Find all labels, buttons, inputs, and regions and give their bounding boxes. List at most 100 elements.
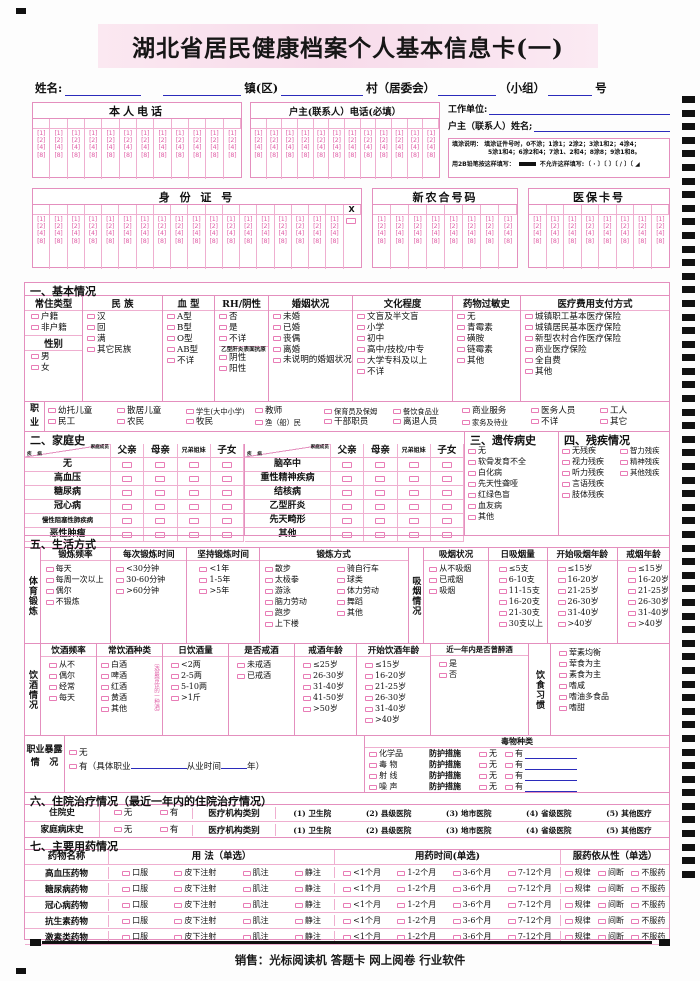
- org-option-(5) 其他医疗[interactable]: (5) 其他医疗: [606, 808, 652, 818]
- bubble[interactable]: [4]: [140, 230, 149, 238]
- bubble-column[interactable]: [1] [2] [4] [8]: [188, 215, 206, 269]
- option-不锻炼[interactable]: 不锻炼: [45, 596, 110, 607]
- bubble[interactable]: [8]: [603, 237, 612, 245]
- bubble[interactable]: [4]: [254, 144, 263, 152]
- bubble[interactable]: [1]: [395, 130, 404, 137]
- bubble[interactable]: [4]: [158, 144, 167, 152]
- bubble[interactable]: [8]: [71, 151, 80, 159]
- option-女[interactable]: 女: [31, 363, 82, 374]
- checkbox-icon[interactable]: [441, 503, 452, 510]
- option-否[interactable]: 否: [439, 669, 528, 680]
- medication-row[interactable]: 激素类药物 口服 皮下注射 肌注 静注 <1个月 1-2个月 3-6个月 7-12个月 规律 间断 不…: [25, 929, 669, 945]
- checkbox-icon[interactable]: [48, 407, 56, 413]
- option-非户籍[interactable]: 非户籍: [31, 323, 82, 334]
- option-磺胺[interactable]: 磺胺: [457, 334, 520, 345]
- genetic-option-其他[interactable]: 其他: [468, 511, 558, 522]
- medical-card-write-row[interactable]: [529, 205, 669, 215]
- bubble[interactable]: [1]: [467, 216, 476, 223]
- medication-row[interactable]: 抗生素药物 口服 皮下注射 肌注 静注 <1个月 1-2个月 3-6个月 7-12个月 规律 间断 不…: [25, 913, 669, 929]
- bubble-column[interactable]: [1] [2] [4] [8]: [408, 129, 424, 179]
- bubble[interactable]: [4]: [278, 230, 287, 238]
- bubble[interactable]: [2]: [261, 223, 270, 231]
- org-option-(2) 县级医院[interactable]: (2) 县级医院: [365, 825, 412, 835]
- family-checkbox-cell[interactable]: [364, 486, 398, 499]
- option-无[interactable]: 无: [113, 808, 132, 819]
- checkbox-icon[interactable]: [342, 531, 353, 538]
- bubble[interactable]: [8]: [550, 237, 559, 245]
- checkbox-icon[interactable]: [531, 418, 539, 424]
- column-options[interactable]: <2两 2-5两 5-10两 >1斤: [163, 657, 228, 703]
- write-cell[interactable]: [240, 205, 258, 214]
- column-options[interactable]: 从不吸烟 已戒烟 吸烟: [424, 561, 488, 596]
- family-checkbox-cell[interactable]: [144, 486, 178, 499]
- checkbox-icon[interactable]: [562, 448, 570, 454]
- bubble[interactable]: [2]: [209, 223, 218, 231]
- bubble[interactable]: [4]: [603, 230, 612, 238]
- family-checkbox-cell[interactable]: [211, 528, 244, 541]
- bubble[interactable]: [4]: [379, 144, 388, 152]
- option-26-30岁[interactable]: 26-30岁: [303, 670, 356, 681]
- bubble[interactable]: [1]: [550, 216, 559, 223]
- family-checkbox-cell[interactable]: [331, 514, 365, 527]
- checkbox-icon[interactable]: [369, 784, 377, 790]
- disability-option-视力残疾[interactable]: 视力残疾: [562, 456, 620, 467]
- option-B型[interactable]: B型: [167, 323, 214, 334]
- bubble[interactable]: [4]: [620, 230, 629, 238]
- bubble-column[interactable]: [1] [2] [4] [8]: [275, 215, 292, 269]
- checkbox-icon[interactable]: [393, 409, 401, 414]
- diet-habit-options[interactable]: 荤素均衡 荤食为主 素食为主 嗜咸 嗜油多食品 嗜甜: [551, 644, 669, 735]
- checkbox-icon[interactable]: [174, 886, 183, 892]
- checkbox-icon[interactable]: [188, 475, 199, 482]
- write-cell[interactable]: [582, 205, 599, 214]
- bubble[interactable]: [1]: [603, 216, 612, 223]
- write-cell[interactable]: [345, 119, 361, 128]
- write-cell[interactable]: [137, 205, 154, 214]
- medication-row[interactable]: 糖尿病药物 口服 皮下注射 肌注 静注 <1个月 1-2个月 3-6个月 7-12个月 规律 间断 不…: [25, 881, 669, 897]
- diet-option-嗜咸[interactable]: 嗜咸: [559, 680, 669, 691]
- write-cell[interactable]: [499, 205, 517, 214]
- option-A型[interactable]: A型: [167, 312, 214, 323]
- family-checkbox-cell[interactable]: [331, 458, 365, 471]
- poison-row[interactable]: 射 线 防护措施 无 有: [365, 770, 669, 781]
- bubble-column[interactable]: [1] [2] [4] [8]: [119, 215, 137, 269]
- bubble[interactable]: [2]: [269, 137, 278, 145]
- duration-option-1-2个月[interactable]: 1-2个月: [397, 915, 436, 926]
- bubble-column[interactable]: [1] [2] [4] [8]: [361, 129, 377, 179]
- family-checkbox-cell[interactable]: [144, 528, 178, 541]
- option-黄酒[interactable]: 黄酒: [101, 692, 162, 703]
- checkbox-icon[interactable]: [101, 684, 109, 690]
- checkbox-icon[interactable]: [155, 531, 166, 538]
- option->5年[interactable]: >5年: [199, 585, 258, 596]
- id-card-grid[interactable]: 身 份 证 号 X [1] [2] [4] [8] [1] [2] [4] [8] [1] [2]…: [32, 188, 362, 269]
- bubble-column[interactable]: [1] [2] [4] [8]: [85, 215, 102, 269]
- compliance-options[interactable]: 规律 间断 不服药: [561, 867, 669, 878]
- checkbox-icon[interactable]: [439, 672, 447, 678]
- checkbox-icon[interactable]: [336, 610, 345, 616]
- checkbox-icon[interactable]: [171, 673, 179, 679]
- checkbox-icon[interactable]: [507, 886, 516, 892]
- method-option-跑步[interactable]: 跑步: [264, 607, 337, 618]
- exposure-option-none[interactable]: 无: [69, 748, 364, 759]
- checkbox-icon[interactable]: [562, 492, 570, 498]
- checkbox-icon[interactable]: [597, 934, 606, 940]
- checkbox-icon[interactable]: [264, 610, 273, 616]
- checkbox-icon[interactable]: [159, 826, 168, 832]
- write-cell[interactable]: [50, 205, 68, 214]
- bubble-column[interactable]: [1] [2] [4] [8]: [298, 129, 314, 179]
- bubble[interactable]: [8]: [395, 237, 404, 245]
- option-31-40岁[interactable]: 31-40岁: [627, 607, 669, 618]
- bubble[interactable]: [4]: [503, 230, 513, 238]
- column-options[interactable]: 未婚 已婚 丧偶 离婚 未说明的婚姻状况: [269, 311, 352, 367]
- write-cell[interactable]: [361, 119, 377, 128]
- column-options[interactable]: 城镇职工基本医疗保险 城镇居民基本医疗保险 新型农村合作医疗保险 商业医疗保险 全自费其…: [521, 311, 669, 378]
- option-无[interactable]: 无: [113, 825, 132, 836]
- family-history-row[interactable]: 慢性阻塞性肺疾病: [25, 514, 244, 528]
- option-红酒[interactable]: 红酒: [101, 681, 162, 692]
- bubble[interactable]: [8]: [379, 151, 388, 159]
- family-checkbox-cell[interactable]: [398, 500, 431, 513]
- write-cell[interactable]: [547, 205, 564, 214]
- checkbox-icon[interactable]: [357, 325, 365, 330]
- checkbox-icon[interactable]: [336, 588, 345, 594]
- column-戒烟年龄[interactable]: 戒烟年龄 ≤15岁 16-20岁 21-25岁 26-30岁 31-40岁 >40岁: [617, 548, 670, 643]
- bubble[interactable]: [8]: [228, 151, 237, 159]
